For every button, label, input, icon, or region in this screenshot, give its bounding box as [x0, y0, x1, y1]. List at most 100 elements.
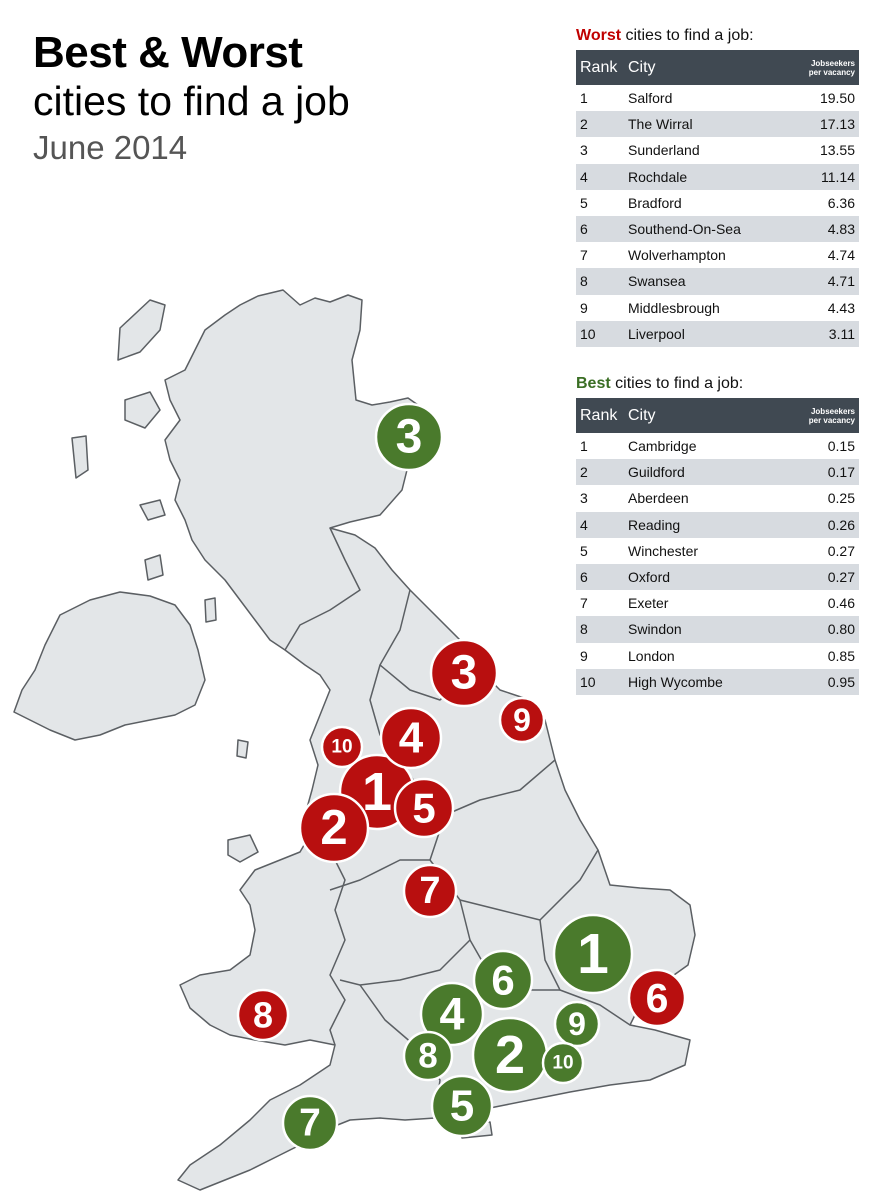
value-cell: 4.83 — [827, 221, 855, 238]
col-rank: Rank — [580, 58, 618, 76]
city-cell: Wolverhampton — [628, 247, 726, 264]
worst-table: Rank City Jobseekers per vacancy 1 Salford… — [576, 50, 859, 347]
city-cell: Sunderland — [628, 142, 700, 159]
city-cell: Guildford — [628, 464, 685, 481]
northern-ireland-outline — [13, 591, 206, 741]
best-marker-circle — [472, 949, 534, 1011]
table-row: 3 Aberdeen 0.25 — [576, 485, 859, 512]
value-cell: 0.26 — [827, 516, 855, 533]
rank-cell: 3 — [580, 490, 588, 507]
city-cell: Rochdale — [628, 168, 688, 185]
best-marker-circle — [553, 1000, 601, 1048]
value-cell: 4.43 — [827, 299, 855, 316]
col-city: City — [628, 406, 656, 424]
best-marker-label: 6 — [491, 957, 514, 1004]
value-cell: 0.80 — [827, 621, 855, 638]
best-table-block: Best cities to find a job: Rank City Job… — [576, 374, 859, 695]
value-cell: 17.13 — [819, 116, 855, 133]
table-row: 3 Sunderland 13.55 — [576, 137, 859, 164]
value-cell: 0.46 — [827, 595, 855, 612]
rank-cell: 10 — [580, 673, 596, 690]
worst-marker-circle — [402, 863, 458, 919]
city-cell: Swindon — [628, 621, 682, 638]
city-cell: Liverpool — [628, 325, 685, 342]
best-table-heading: Best cities to find a job: — [576, 374, 859, 398]
island-mull — [139, 499, 166, 521]
rank-cell: 6 — [580, 221, 588, 238]
city-cell: Oxford — [628, 569, 671, 586]
worst-marker-label: 7 — [419, 870, 440, 912]
best-marker: 8 — [402, 1030, 454, 1082]
value-cell: 19.50 — [819, 90, 855, 107]
worst-heading-highlight: Worst — [576, 27, 622, 44]
border-west-midlands — [329, 859, 471, 986]
best-marker-circle — [552, 913, 634, 995]
best-marker-label: 3 — [396, 411, 423, 464]
value-cell: 13.55 — [819, 142, 855, 159]
island-lewis — [117, 299, 166, 361]
best-marker-label: 9 — [568, 1006, 586, 1042]
worst-marker-label: 2 — [320, 801, 347, 855]
value-cell: 0.95 — [827, 673, 855, 690]
table-row: 7 Exeter 0.46 — [576, 590, 859, 617]
best-marker: 5 — [430, 1074, 494, 1138]
value-cell: 0.27 — [827, 542, 855, 559]
col-jobseekers-line2: per vacancy — [808, 415, 855, 425]
best-marker-circle — [402, 1030, 454, 1082]
worst-marker: 8 — [236, 988, 290, 1042]
best-marker-circle — [281, 1094, 339, 1152]
rank-cell: 1 — [580, 438, 588, 455]
rank-cell: 2 — [580, 464, 588, 481]
worst-marker-circle — [320, 725, 364, 769]
best-marker: 6 — [472, 949, 534, 1011]
rank-cell: 1 — [580, 90, 588, 107]
island-anglesey — [227, 834, 259, 863]
table-row: 4 Rochdale 11.14 — [576, 163, 859, 190]
table-row: 4 Reading 0.26 — [576, 511, 859, 538]
value-cell: 3.11 — [828, 325, 855, 342]
best-marker-label: 7 — [299, 1102, 321, 1145]
best-marker-circle — [374, 402, 444, 472]
rank-cell: 5 — [580, 194, 588, 211]
worst-table-body: 1 Salford 19.50 2 The Wirral 17.13 3 Sunderland… — [576, 85, 859, 347]
worst-marker: 4 — [379, 706, 443, 770]
worst-marker: 5 — [393, 777, 455, 839]
table-row: 8 Swindon 0.80 — [576, 616, 859, 643]
worst-marker-circle — [298, 792, 370, 864]
table-row: 5 Winchester 0.27 — [576, 537, 859, 564]
island-uist — [71, 435, 89, 479]
city-cell: High Wycombe — [628, 673, 723, 690]
island-arran — [204, 597, 217, 623]
best-marker-label: 10 — [552, 1053, 573, 1074]
worst-marker-circle — [429, 638, 499, 708]
worst-marker-circle — [627, 968, 687, 1028]
best-marker-circle — [430, 1074, 494, 1138]
worst-marker-label: 6 — [646, 975, 669, 1021]
worst-marker: 6 — [627, 968, 687, 1028]
rank-cell: 5 — [580, 542, 588, 559]
table-row: 1 Cambridge 0.15 — [576, 433, 859, 460]
rank-cell: 7 — [580, 595, 588, 612]
best-marker-label: 2 — [495, 1025, 525, 1085]
city-cell: London — [628, 647, 675, 664]
best-marker: 4 — [419, 981, 485, 1047]
table-row: 5 Bradford 6.36 — [576, 189, 859, 216]
col-jobseekers-line1: Jobseekers — [810, 58, 855, 68]
table-row: 6 Oxford 0.27 — [576, 563, 859, 591]
best-marker-label: 8 — [418, 1037, 437, 1076]
best-markers: 1 2 3 4 5 6 7 8 9 10 — [281, 402, 634, 1152]
value-cell: 11.14 — [821, 168, 855, 185]
city-cell: Reading — [628, 516, 681, 533]
best-heading-highlight: Best — [576, 375, 611, 392]
city-cell: Aberdeen — [628, 490, 689, 507]
worst-marker-label: 9 — [513, 702, 531, 738]
col-rank: Rank — [580, 406, 618, 424]
col-jobseekers-line2: per vacancy — [808, 67, 855, 77]
value-cell: 0.15 — [827, 438, 855, 455]
best-marker: 9 — [553, 1000, 601, 1048]
worst-marker-label: 8 — [253, 995, 273, 1036]
best-marker-label: 5 — [450, 1082, 474, 1131]
city-cell: Southend-On-Sea — [628, 221, 741, 238]
worst-marker-circle — [498, 696, 546, 744]
